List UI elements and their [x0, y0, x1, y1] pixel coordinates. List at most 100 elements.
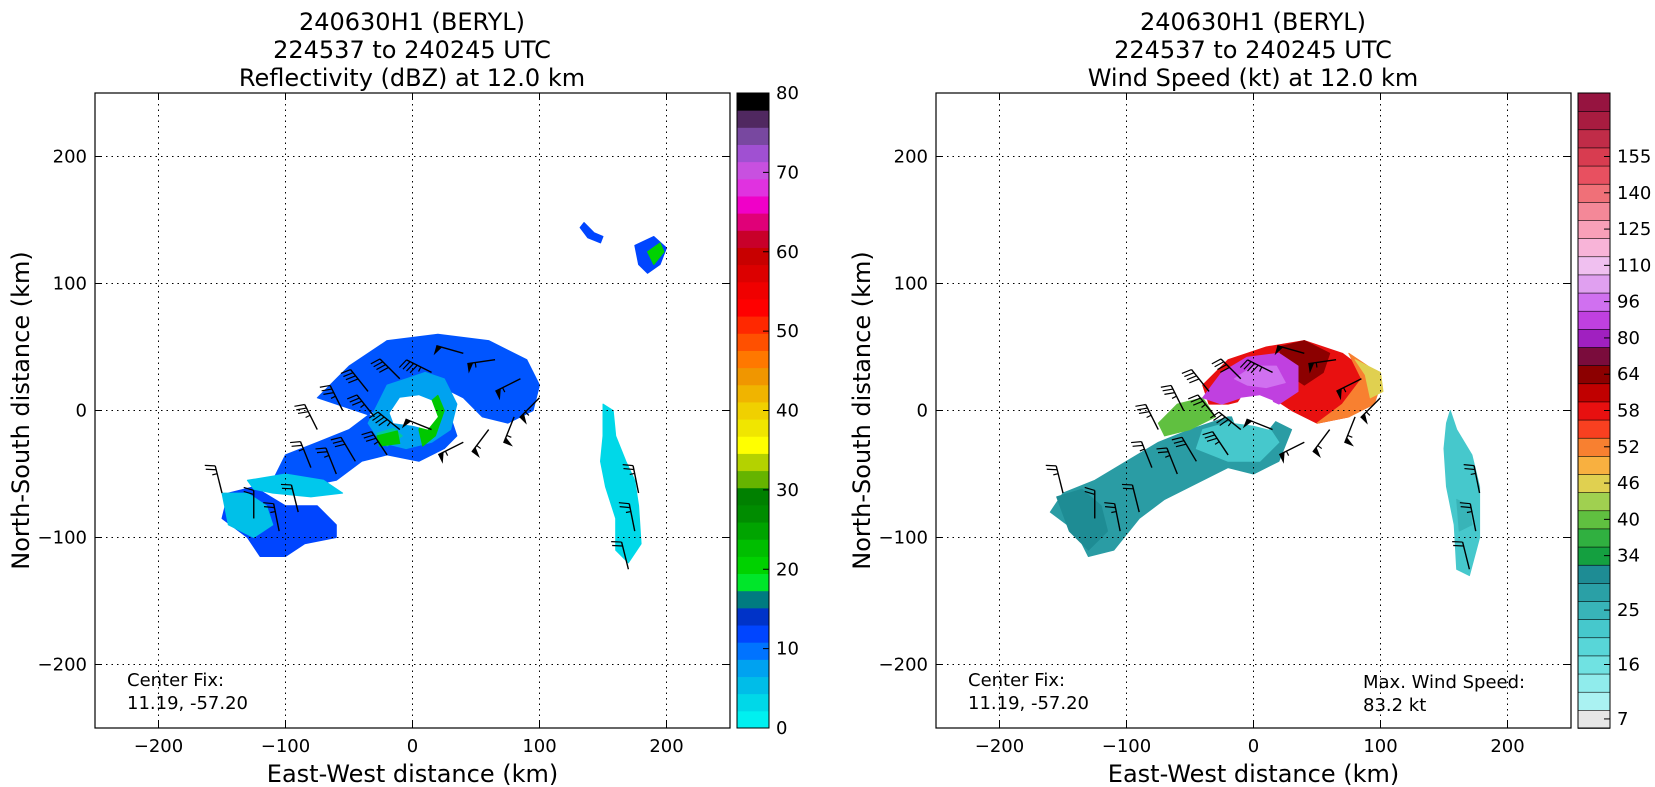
wind-barb: [330, 436, 356, 462]
wind-barb: [1308, 359, 1337, 374]
colorbar-segment: [1577, 636, 1611, 657]
wind-barb: [319, 384, 344, 411]
colorbar-segment: [737, 384, 769, 403]
wind-barb: [1160, 384, 1185, 411]
colorbar-segment: [737, 316, 769, 334]
colorbar-segment: [1577, 691, 1611, 711]
colorbar-segment: [737, 350, 769, 369]
colorbar-segment: [1577, 237, 1611, 258]
colorbar-segment: [1577, 564, 1611, 584]
colorbar-segment: [737, 625, 769, 643]
colorbar-segment: [1577, 419, 1611, 439]
y-axis-label: North-South distance (km): [848, 251, 876, 570]
colorbar-tick-label: 80: [1617, 328, 1640, 349]
colorbar-segment: [1577, 92, 1611, 112]
wind-speed-region: [1157, 397, 1216, 437]
wind-barb: [1188, 394, 1216, 418]
max-wind-annotation: Max. Wind Speed:: [1363, 672, 1525, 693]
chart-title-line: 240630H1 (BERYL): [299, 8, 525, 36]
x-tick-label: −200: [134, 736, 183, 757]
x-axis-label: East-West distance (km): [267, 760, 558, 787]
colorbar-segment: [1577, 382, 1611, 403]
wind-speed-region: [1354, 359, 1384, 399]
wind-barb: [294, 403, 318, 430]
colorbar-segment: [737, 419, 769, 437]
y-tick-label: 200: [53, 147, 87, 168]
wind-barb: [370, 358, 401, 380]
wind-barb: [433, 344, 464, 356]
colorbar-tick-label: 155: [1617, 147, 1651, 168]
colorbar-tick-label: 40: [776, 401, 799, 422]
y-axis-label: North-South distance (km): [7, 251, 35, 570]
colorbar-segment: [737, 264, 769, 283]
x-tick-label: 100: [1363, 736, 1397, 757]
colorbar-segment: [737, 178, 769, 197]
colorbar-tick-label: 16: [1617, 655, 1640, 676]
wind-barb: [467, 359, 496, 374]
colorbar-tick-label: 80: [776, 83, 799, 104]
wind-barb: [437, 441, 464, 464]
x-tick-label: 0: [1248, 736, 1259, 757]
colorbar-segment: [1577, 582, 1611, 602]
colorbar-segment: [1577, 274, 1611, 294]
x-tick-label: −100: [1102, 736, 1151, 757]
y-tick-label: −100: [38, 528, 87, 549]
colorbar-segment: [1577, 110, 1611, 131]
wind-barb: [290, 441, 312, 468]
colorbar-tick-label: 30: [776, 480, 799, 501]
colorbar-tick-label: 58: [1617, 401, 1640, 422]
colorbar-segment: [737, 161, 769, 180]
colorbar-segment: [737, 539, 769, 557]
wind-barb: [1360, 397, 1381, 425]
wind-barb: [495, 378, 521, 401]
wind-barb: [1452, 541, 1471, 570]
colorbar-segment: [1577, 491, 1611, 512]
chart-title-line: Wind Speed (kt) at 12.0 km: [1088, 64, 1419, 92]
wind-barb: [401, 418, 432, 431]
wind-barb: [1156, 447, 1178, 475]
colorbar-segment: [737, 401, 769, 420]
colorbar-tick-label: 60: [776, 242, 799, 263]
colorbar-segment: [1577, 673, 1611, 693]
colorbar-segment: [1577, 528, 1611, 548]
panel-1: 240630H1 (BERYL)224537 to 240245 UTCRefl…: [7, 8, 799, 787]
storm-eye: [1230, 395, 1279, 430]
wind-barb: [1181, 369, 1210, 392]
colorbar-segment: [737, 247, 769, 266]
wind-barb: [204, 464, 223, 494]
colorbar-segment: [737, 522, 769, 540]
colorbar-tick-label: 0: [776, 718, 787, 739]
wind-barb: [340, 369, 369, 392]
colorbar-tick-label: 20: [776, 559, 799, 580]
reflectivity-echo: [246, 473, 344, 498]
colorbar-segment: [737, 710, 769, 729]
plot-area: [95, 93, 730, 728]
colorbar: 0 10 20 30 40 50 60 70 80: [736, 83, 799, 739]
colorbar-segment: [737, 367, 769, 386]
colorbar-segment: [1577, 618, 1611, 639]
colorbar-tick-label: 50: [776, 321, 799, 342]
colorbar-segment: [1577, 165, 1611, 185]
x-tick-label: −200: [975, 736, 1024, 757]
colorbar-tick-label: 52: [1617, 437, 1640, 458]
wind-barb: [1463, 464, 1481, 494]
x-tick-label: −100: [261, 736, 310, 757]
center-fix-annotation: Center Fix:: [968, 670, 1065, 691]
colorbar-tick-label: 10: [776, 639, 799, 660]
wind-barb: [347, 394, 375, 418]
colorbar-tick-label: 34: [1617, 546, 1640, 567]
colorbar-tick-label: 70: [776, 162, 799, 183]
colorbar-segment: [737, 607, 769, 626]
wind-barb: [1135, 403, 1159, 430]
wind-barb: [1312, 429, 1331, 458]
colorbar-tick-label: 140: [1617, 183, 1651, 204]
wind-barb: [1278, 441, 1305, 464]
chart-title-line: Reflectivity (dBZ) at 12.0 km: [239, 64, 585, 92]
y-tick-label: 0: [76, 401, 87, 422]
center-fix-annotation: Center Fix:: [127, 670, 224, 691]
wind-barb: [622, 464, 640, 494]
x-axis-label: East-West distance (km): [1108, 760, 1399, 787]
colorbar-tick-label: 46: [1617, 473, 1640, 494]
y-tick-label: 100: [53, 274, 87, 295]
wind-barb: [1202, 431, 1229, 456]
